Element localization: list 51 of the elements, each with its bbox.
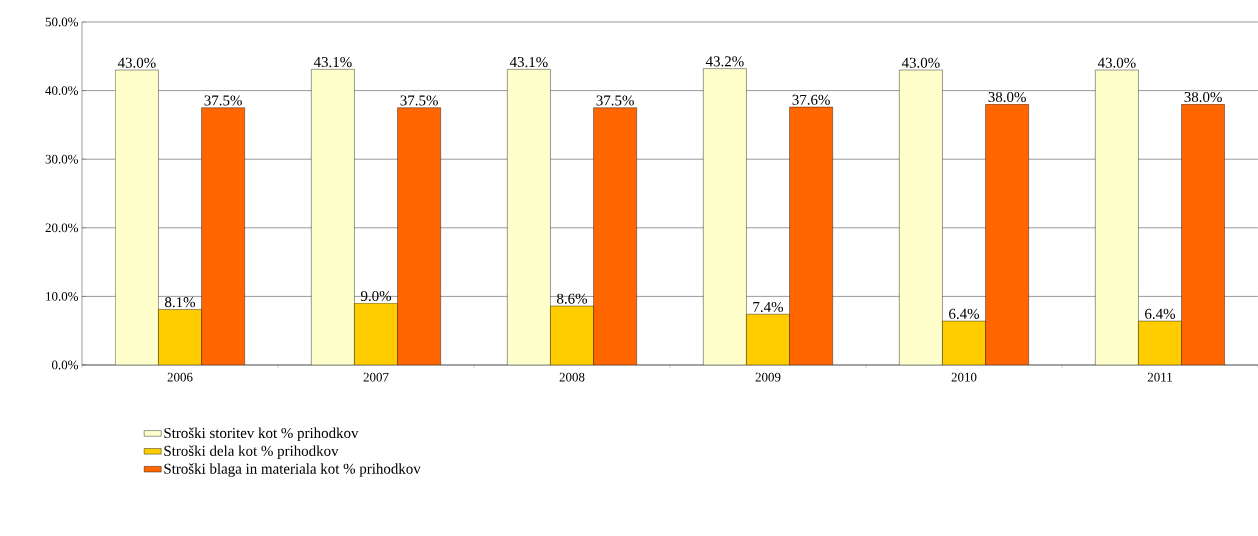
data-label: 9.0% xyxy=(360,290,392,302)
y-tick-label: 30.0% xyxy=(45,154,79,164)
data-label: 37.5% xyxy=(596,95,634,106)
data-label: 8.6% xyxy=(557,293,588,304)
x-tick-label: 2007 xyxy=(363,372,389,382)
bar xyxy=(115,69,159,365)
data-label: 6.4% xyxy=(1145,308,1176,319)
legend-label: Stroški dela kot % prihodkov xyxy=(164,445,339,459)
data-label: 43.2% xyxy=(705,56,744,67)
bar xyxy=(703,68,747,365)
y-tick-label: 0.0% xyxy=(52,360,79,370)
data-label: 38.0% xyxy=(1184,91,1222,103)
bar xyxy=(397,107,441,365)
data-label: 8.1% xyxy=(165,297,196,308)
y-tick-label: 20.0% xyxy=(45,223,79,233)
bar xyxy=(593,107,637,365)
data-label: 6.4% xyxy=(949,308,980,319)
legend-label: Stroški storitev kot % prihodkov xyxy=(164,427,359,442)
bar xyxy=(158,309,202,365)
bar xyxy=(550,305,594,365)
data-label: 37.5% xyxy=(400,95,438,106)
data-label: 43.0% xyxy=(117,57,156,68)
data-label: 43.1% xyxy=(313,56,352,68)
x-tick-label: 2006 xyxy=(167,372,193,382)
data-label: 43.1% xyxy=(509,56,548,68)
bar xyxy=(1138,320,1182,365)
data-label: 43.0% xyxy=(1097,57,1136,68)
x-tick-label: 2010 xyxy=(951,372,977,382)
x-tick-label: 2011 xyxy=(1147,372,1172,382)
data-label: 38.0% xyxy=(988,91,1026,103)
y-tick-label: 40.0% xyxy=(45,86,79,95)
y-tick-label: 10.0% xyxy=(46,292,79,301)
bar xyxy=(1095,69,1139,365)
x-tick-label: 2008 xyxy=(559,372,585,382)
bar xyxy=(201,107,245,365)
x-tick-label: 2009 xyxy=(755,372,781,382)
bar xyxy=(311,69,355,365)
y-tick-label: 50.0% xyxy=(45,17,79,27)
bar xyxy=(899,69,943,365)
bar xyxy=(507,69,551,365)
bar xyxy=(1181,104,1225,365)
bar xyxy=(942,320,986,365)
bar xyxy=(746,314,790,365)
data-label: 37.5% xyxy=(204,95,242,106)
data-label: 37.6% xyxy=(792,94,830,105)
data-label: 7.4% xyxy=(753,301,784,313)
bar xyxy=(985,104,1029,365)
legend-label: Stroški blaga in materiala kot % prihodkov xyxy=(164,463,421,477)
data-label: 43.0% xyxy=(901,57,940,68)
bar xyxy=(789,106,833,365)
bar xyxy=(354,303,398,365)
